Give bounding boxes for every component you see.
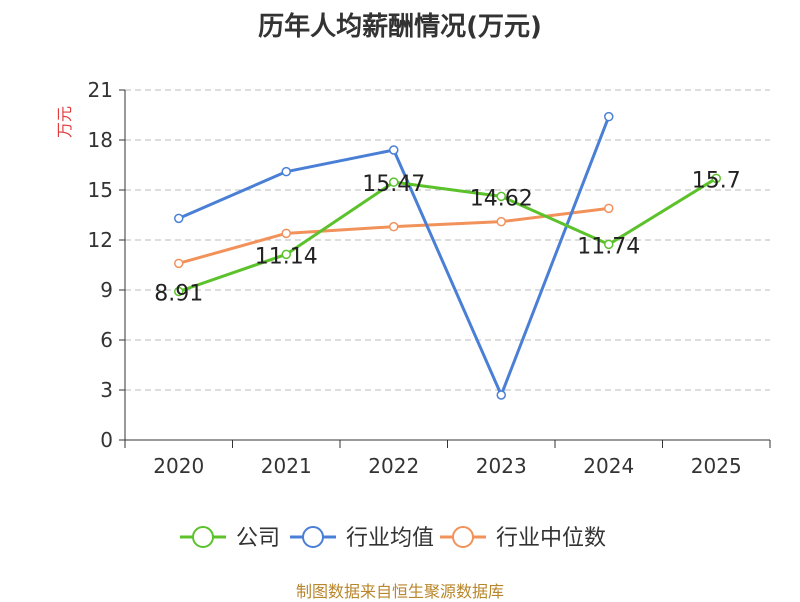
series-point-2 — [174, 258, 184, 269]
series-line-1 — [178, 116, 611, 397]
series-point-0 — [174, 286, 184, 297]
y-tick-label: 15 — [88, 178, 113, 202]
y-axis-label: 万元 — [55, 106, 74, 138]
legend-label: 行业中位数 — [496, 526, 606, 551]
data-label: 15.7 — [692, 168, 741, 193]
y-tick-label: 3 — [100, 378, 113, 402]
source-note: 制图数据来自恒生聚源数据库 — [295, 582, 504, 601]
x-tick-label: 2022 — [368, 454, 419, 478]
data-label: 15.47 — [362, 172, 425, 197]
legend-item-1[interactable]: 行业均值 — [290, 526, 434, 551]
y-tick-label: 18 — [88, 128, 113, 152]
x-tick-label: 2024 — [583, 454, 634, 478]
legend-item-2[interactable]: 行业中位数 — [440, 526, 606, 551]
legend-marker — [452, 526, 474, 548]
x-tick-label: 2025 — [691, 454, 742, 478]
chart-title: 历年人均薪酬情况(万元) — [258, 12, 542, 42]
series-point-2 — [281, 228, 291, 239]
series-point-1 — [174, 213, 184, 224]
y-tick-label: 6 — [100, 328, 113, 352]
grid-lines — [125, 89, 770, 391]
y-tick-label: 9 — [100, 278, 113, 302]
series-point-1 — [389, 145, 399, 155]
data-labels: 8.91 11.14 15.47 14.62 11.74 15.7 — [154, 168, 740, 306]
y-tick-label: 12 — [88, 228, 113, 252]
legend-label: 公司 — [236, 526, 280, 551]
legend-label: 行业均值 — [346, 526, 434, 551]
series-point-0 — [711, 173, 721, 184]
series-point-1 — [281, 166, 291, 177]
x-tick-label: 2020 — [153, 454, 204, 478]
series-line-0 — [178, 177, 718, 293]
x-tick-label: 2023 — [476, 454, 527, 478]
data-label: 11.14 — [255, 244, 318, 269]
y-tick-label: 0 — [100, 428, 113, 452]
series-point-2 — [389, 221, 399, 232]
series-point-0 — [281, 249, 291, 260]
legend-item-0[interactable]: 公司 — [180, 526, 280, 551]
legend-marker — [302, 526, 324, 548]
series-point-0 — [389, 177, 399, 187]
series-point-0 — [604, 239, 614, 250]
axes: 0 3 6 9 12 15 18 21 2020 2021 2022 2023 2024 2025 万元 — [55, 78, 771, 478]
legend[interactable]: 公司 行业均值 行业中位数 — [180, 526, 606, 551]
data-label: 11.74 — [577, 234, 640, 259]
series-point-2 — [604, 203, 614, 214]
series-point-1 — [496, 390, 506, 400]
data-label: 14.62 — [470, 186, 533, 211]
series-point-0 — [496, 191, 506, 202]
y-tick-label: 21 — [88, 78, 113, 102]
series-point-2 — [496, 216, 506, 227]
series-lines — [174, 111, 721, 400]
series-point-1 — [604, 111, 614, 122]
data-label: 8.91 — [154, 282, 203, 307]
x-tick-label: 2021 — [261, 454, 312, 478]
legend-marker — [192, 526, 214, 548]
